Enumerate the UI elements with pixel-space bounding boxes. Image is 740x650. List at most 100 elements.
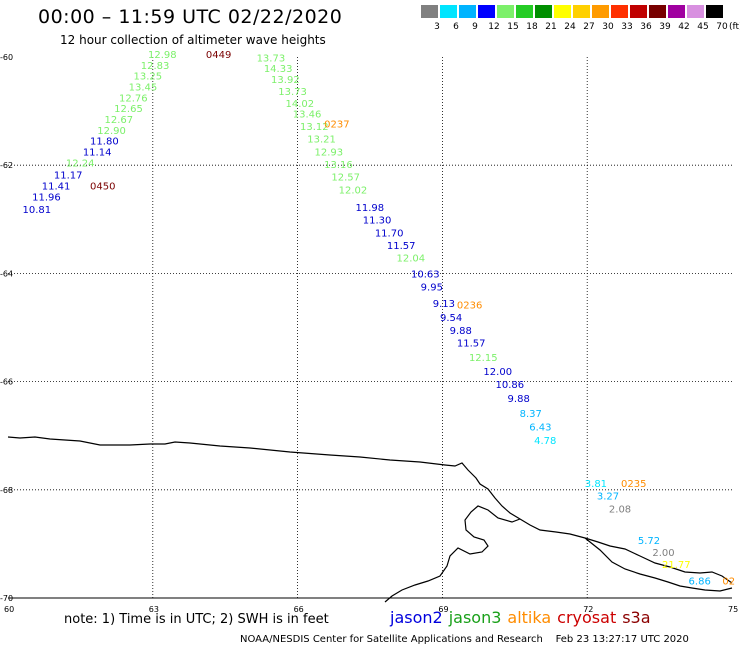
wave-height-value: 11.80 [90, 137, 119, 148]
map-title: 00:00 – 11:59 UTC 02/22/2020 [38, 6, 343, 28]
legend-label: 30 [602, 22, 614, 32]
wave-height-value: 4.78 [534, 436, 556, 447]
legend-label: 15 [507, 22, 519, 32]
pass-time-label: 0236 [457, 301, 482, 312]
satellite-key: jason2 jason3 altika cryosat s3a [390, 608, 657, 627]
legend-label: 33 [621, 22, 633, 32]
wave-height-value: 12.24 [66, 158, 95, 169]
wave-height-value: 12.67 [105, 115, 134, 126]
legend-label: 36 [640, 22, 652, 32]
legend-label: 24 [564, 22, 576, 32]
legend-label: 27 [583, 22, 595, 32]
wave-height-value: 5.72 [638, 536, 660, 547]
wave-height-value: 11.96 [32, 192, 61, 203]
map-subtitle: 12 hour collection of altimeter wave hei… [60, 33, 326, 47]
wave-height-value: 3.27 [597, 492, 619, 503]
wave-height-value: 11.57 [457, 338, 486, 349]
legend-swatch [611, 5, 628, 18]
legend-swatch [668, 5, 685, 18]
y-tick-label: -70 [0, 594, 13, 603]
wave-height-value: 10.86 [495, 380, 524, 391]
legend-swatch [706, 5, 723, 18]
wave-height-value: 6.43 [529, 422, 551, 433]
legend-swatch [573, 5, 590, 18]
coastline-shelf [584, 537, 733, 592]
wave-height-value: 14.02 [286, 99, 315, 110]
wave-height-value: 12.15 [469, 353, 498, 364]
legend-label: 21 [545, 22, 557, 32]
wave-height-value: 12.04 [397, 253, 426, 264]
legend-label: 42 [678, 22, 690, 32]
legend-label: 39 [659, 22, 671, 32]
legend-label: 9 [472, 22, 478, 32]
wave-height-value: 8.37 [520, 409, 542, 420]
legend-label: 3 [434, 22, 440, 32]
satellite-name: cryosat [557, 608, 617, 627]
wave-height-value: 13.92 [271, 75, 300, 86]
satellite-name: jason2 [390, 608, 443, 627]
wave-height-value: 11.14 [83, 147, 112, 158]
legend-swatch [440, 5, 457, 18]
legend-swatch [592, 5, 609, 18]
wave-height-value: 13.21 [307, 134, 336, 145]
legend-swatch [687, 5, 704, 18]
legend-swatch [516, 5, 533, 18]
wave-height-value: 9.95 [421, 283, 443, 294]
coastline-inlet [384, 505, 521, 603]
legend-label: 12 [488, 22, 500, 32]
pass-time-labels: 0449 0450 0237 0236 0235 02 [90, 50, 735, 587]
satellite-name: altika [507, 608, 552, 627]
wave-height-value: 11.70 [375, 229, 404, 240]
pass-time-label: 0450 [90, 182, 115, 193]
legend-unit: (ft) [729, 22, 740, 32]
wave-height-value: 12.83 [141, 61, 170, 72]
wave-height-value: 9.88 [450, 326, 472, 337]
legend-label: 6 [453, 22, 459, 32]
legend-swatch [421, 5, 438, 18]
x-tick-label: 63 [149, 605, 159, 614]
wave-height-value: 10.63 [411, 270, 440, 281]
wave-height-value: 21.77 [662, 560, 691, 571]
wave-height-value: 11.30 [363, 216, 392, 227]
wave-height-value: 2.08 [609, 505, 631, 516]
wave-height-value: 11.98 [356, 203, 385, 214]
footer-note: note: 1) Time is in UTC; 2) SWH is in fe… [64, 612, 329, 627]
wave-height-value: 13.25 [133, 72, 162, 83]
satellite-name: s3a [622, 608, 651, 627]
wave-height-value: 12.00 [483, 367, 512, 378]
legend-swatch [649, 5, 666, 18]
legend-swatch [630, 5, 647, 18]
legend-label: 18 [526, 22, 538, 32]
satellite-name: jason3 [448, 608, 502, 627]
wave-height-value: 10.81 [22, 205, 51, 216]
y-tick-label: -64 [0, 269, 13, 278]
credit-line: NOAA/NESDIS Center for Satellite Applica… [240, 634, 689, 645]
wave-height-value: 13.73 [257, 53, 286, 64]
map-axes: 60 63 66 69 72 75 -60 -62 -64 -66 -68 -70 [0, 53, 738, 614]
legend-swatch [497, 5, 514, 18]
wave-height-value: 13.73 [278, 87, 307, 98]
y-tick-label: -66 [0, 378, 13, 387]
pass-time-label: 02 [722, 576, 735, 587]
wave-height-value: 13.46 [293, 110, 322, 121]
wave-height-value: 13.45 [129, 83, 158, 94]
legend-label: 70 [716, 22, 728, 32]
wave-height-value: 3.81 [585, 479, 607, 490]
wave-height-value: 11.17 [54, 171, 83, 182]
x-tick-label: 60 [4, 605, 14, 614]
wave-height-value: 12.02 [339, 185, 368, 196]
wave-height-value: 12.76 [119, 93, 148, 104]
wave-height-value: 11.57 [387, 241, 416, 252]
wave-height-value: 12.57 [331, 172, 360, 183]
x-tick-label: 72 [583, 605, 593, 614]
wave-height-value: 14.33 [264, 64, 293, 75]
pass-time-label: 0235 [621, 479, 646, 490]
wave-height-value: 11.41 [42, 182, 71, 193]
legend-swatch [554, 5, 571, 18]
wave-height-value: 9.13 [433, 299, 455, 310]
pass-time-label: 0237 [324, 119, 349, 130]
wave-height-value: 12.65 [114, 104, 143, 115]
wave-height-value: 12.93 [314, 147, 343, 158]
antarctic-coastline [7, 436, 733, 584]
